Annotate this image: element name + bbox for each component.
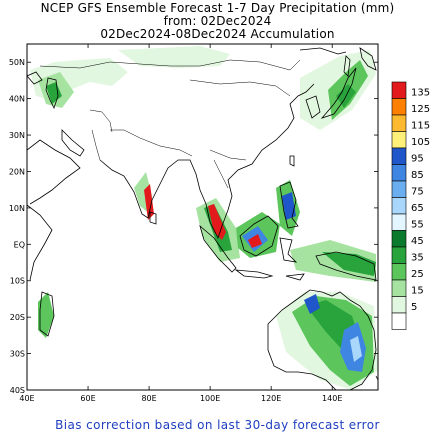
legend-label: 135 [411, 88, 430, 99]
border-mongolia-china [189, 79, 291, 97]
lat-tick-label: 50N [9, 58, 25, 67]
latitude-axis: 50N 40N 30N 20N 10N EQ 10S 20S 30S 40S [9, 58, 378, 395]
legend-label: 55 [411, 220, 424, 231]
precip-area-caspian-heavy [46, 82, 62, 104]
precip-area-borneo-core [248, 234, 262, 248]
border-russia-kazakh [39, 59, 301, 71]
precipitation-legend: 135 125 115 105 95 85 75 65 55 45 35 25 15 5 [391, 81, 430, 330]
border-indochina [213, 159, 229, 189]
title-line-3: 02Dec2024-08Dec2024 Accumulation [100, 27, 335, 41]
lon-tick-label: 60E [80, 394, 95, 403]
lat-tick-label: 40N [9, 95, 25, 104]
border-china-se [209, 149, 247, 161]
precip-area-philippines-heavy [282, 192, 296, 220]
border-iran-pak [91, 129, 101, 161]
bias-correction-note: Bias correction based on last 30-day for… [55, 418, 380, 432]
title-line-1: NCEP GFS Ensemble Forecast 1-7 Day Preci… [40, 1, 395, 15]
legend-swatch [391, 131, 407, 149]
title-line-2: from: 02Dec2024 [163, 14, 272, 28]
coast-madagascar [39, 291, 55, 337]
coast-taiwan [289, 155, 295, 167]
precip-area-malaya-heavy [208, 204, 226, 240]
lon-tick-label: 140E [322, 394, 342, 403]
legend-swatch [391, 197, 407, 215]
legend-label: 115 [411, 121, 430, 132]
lon-tick-label: 100E [200, 394, 220, 403]
precip-area-australia-core [350, 336, 362, 362]
legend-label: 85 [411, 170, 424, 181]
lat-tick-label: 20S [10, 313, 25, 322]
coast-kamchatka [359, 47, 377, 71]
coast-bay-bengal [178, 159, 201, 191]
coast-philippines [279, 181, 299, 229]
legend-label: 25 [411, 269, 424, 280]
precip-area-madagascar [38, 292, 54, 338]
coast-borneo [239, 215, 279, 257]
legend-label: 95 [411, 154, 424, 165]
coast-korea [305, 95, 321, 119]
legend-label: 125 [411, 104, 430, 115]
plot-frame [26, 43, 379, 391]
precip-area-siberia [118, 46, 230, 68]
lat-tick-label: 30S [10, 350, 25, 359]
legend-swatch [391, 279, 407, 297]
border-afghan [89, 109, 113, 133]
legend-swatch [391, 180, 407, 198]
coast-caspian [45, 77, 59, 110]
legend-label: 45 [411, 236, 424, 247]
legend-swatch [391, 114, 407, 132]
coast-sulawesi [279, 237, 298, 263]
legend-swatch [391, 213, 407, 231]
coast-sakhalin [343, 55, 351, 77]
coast-black-sea [27, 71, 43, 85]
lon-tick-label: 40E [19, 394, 34, 403]
precip-area-new-guinea [322, 252, 376, 276]
border-india-north [110, 129, 193, 157]
lat-tick-label: 30N [9, 131, 25, 140]
coast-japan [320, 67, 357, 119]
coast-persian-gulf [61, 129, 85, 157]
legend-swatch [391, 263, 407, 281]
lon-tick-label: 80E [141, 394, 156, 403]
precip-area-south-india-heavy [144, 184, 154, 220]
coast-indochina [199, 83, 315, 240]
legend-swatch [391, 230, 407, 248]
coast-new-guinea [315, 251, 377, 281]
legend-label: 105 [411, 137, 430, 148]
legend-label: 5 [411, 302, 417, 313]
coast-africa-horn [27, 204, 53, 281]
coast-sumatra [199, 224, 237, 273]
lat-tick-label: 10N [9, 204, 25, 213]
lat-tick-label: 40S [10, 386, 25, 395]
legend-swatch [391, 246, 407, 264]
legend-swatch [391, 147, 407, 165]
legend-swatch [391, 81, 407, 99]
legend-swatch [391, 164, 407, 182]
map-content [27, 46, 378, 390]
borders [39, 59, 301, 189]
lon-tick-label: 120E [261, 394, 281, 403]
legend-swatch [391, 296, 407, 314]
lat-tick-label: 20N [9, 167, 25, 176]
precip-area-australia-west [304, 294, 320, 314]
coast-timor [285, 273, 305, 281]
coast-okhotsk [299, 47, 347, 55]
longitude-axis: 40E 60E 80E 100E 120E 140E [19, 44, 342, 403]
lat-tick-label: EQ [14, 240, 25, 249]
legend-label: 35 [411, 253, 424, 264]
coast-arabia [27, 139, 81, 205]
coast-sri-lanka [149, 211, 157, 225]
legend-swatch [391, 98, 407, 116]
legend-label: 65 [411, 203, 424, 214]
lat-tick-label: 10S [10, 277, 25, 286]
coast-india [99, 159, 179, 219]
coast-australia [267, 289, 377, 390]
coastlines [27, 47, 378, 390]
legend-swatch [391, 312, 407, 330]
legend-label: 75 [411, 187, 424, 198]
precip-layer [30, 46, 378, 390]
legend-label: 15 [411, 286, 424, 297]
coast-java [234, 269, 274, 279]
